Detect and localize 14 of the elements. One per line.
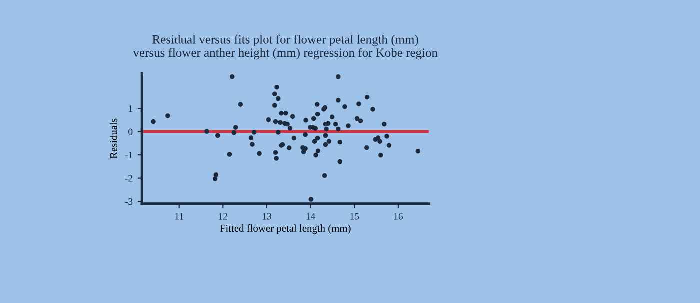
- chart-title: Residual versus fits plot for flower petal length (mm) versus flower anther height (mm) regression for Kobe region: [133, 34, 438, 60]
- y-axis-title: Residuals: [110, 118, 118, 159]
- x-axis-title: Fitted flower petal length (mm): [220, 224, 351, 234]
- y-tick-label: 1: [129, 105, 132, 112]
- y-tick-label: -2: [125, 175, 133, 182]
- x-tick-label: 15: [350, 213, 360, 220]
- x-tick-label: 11: [176, 213, 184, 220]
- y-tick-label: -1: [125, 152, 132, 158]
- x-tick-label: 13: [262, 213, 272, 220]
- x-tick-label: 12: [219, 213, 228, 220]
- y-tick-label: 0: [128, 128, 133, 136]
- x-tick-label: 14: [306, 213, 316, 220]
- y-tick-label: -3: [125, 198, 133, 206]
- x-tick-label: 16: [394, 213, 403, 220]
